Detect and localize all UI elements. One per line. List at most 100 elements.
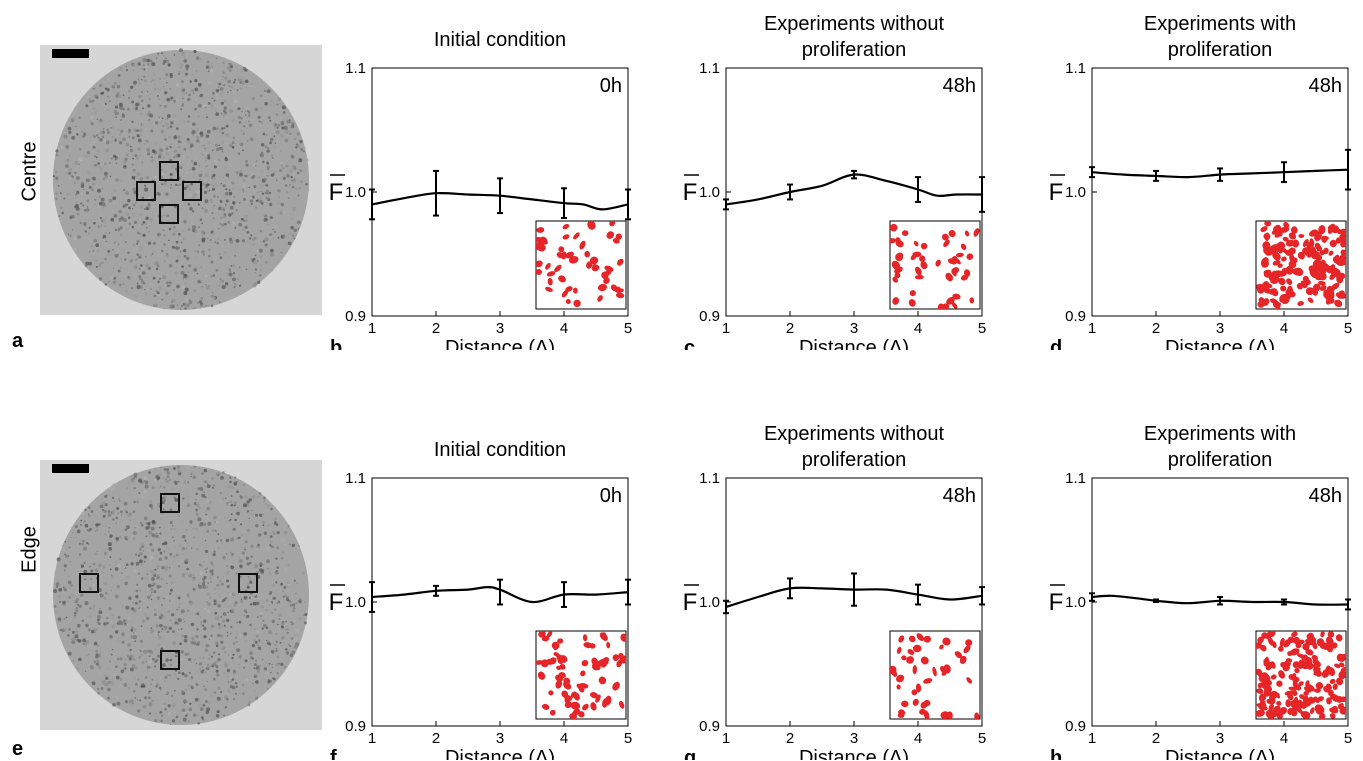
edge-photo <box>40 460 322 730</box>
y-axis-label: F <box>330 589 343 616</box>
error-bar <box>561 581 567 608</box>
x-tick-label: 5 <box>978 320 986 337</box>
error-bar <box>979 176 985 213</box>
chart-b: Initial condition 0.9 1.0 1.1 1 2 3 4 5 F Distance… <box>330 29 632 350</box>
error-bar <box>1089 166 1095 179</box>
y-tick-label: 1.1 <box>699 60 720 77</box>
error-bar <box>561 187 567 220</box>
y-tick-label: 1.1 <box>699 470 720 487</box>
panel-letter-a: a <box>12 330 24 352</box>
cell-inset <box>1255 220 1347 310</box>
time-label: 48h <box>1309 75 1342 97</box>
x-tick-label: 4 <box>1280 730 1288 747</box>
series-line <box>1091 594 1349 606</box>
y-tick-label: 0.9 <box>1065 308 1086 325</box>
chart-title: Initial condition <box>434 439 566 461</box>
chart-h: Experiments with proliferation 0.9 1.0 1.1 1 2… <box>1050 423 1352 760</box>
x-axis-label: Distance (Δ) <box>445 747 555 760</box>
panel-letter: d <box>1050 337 1062 350</box>
y-tick-label: 1.1 <box>345 470 366 487</box>
error-bar <box>915 583 921 606</box>
scale-bar <box>52 464 89 473</box>
y-tick-label: 1.0 <box>345 594 366 611</box>
x-tick-label: 1 <box>368 320 376 337</box>
x-tick-label: 4 <box>560 730 568 747</box>
x-tick-label: 1 <box>722 320 730 337</box>
sample-box <box>136 181 156 201</box>
time-label: 48h <box>1309 485 1342 507</box>
x-tick-label: 3 <box>850 320 858 337</box>
x-tick-label: 2 <box>1152 320 1160 337</box>
y-tick-label: 1.1 <box>345 60 366 77</box>
series-line <box>371 585 629 604</box>
error-bar <box>787 577 793 600</box>
error-bar <box>1345 598 1351 611</box>
sample-box <box>160 650 180 670</box>
error-bar <box>433 169 439 217</box>
sample-box <box>182 181 202 201</box>
y-tick-label: 0.9 <box>699 308 720 325</box>
chart-title: Experiments with proliferation <box>1144 13 1296 61</box>
panel-letter: h <box>1050 747 1062 760</box>
y-tick-label: 1.0 <box>1065 184 1086 201</box>
x-tick-label: 3 <box>1216 730 1224 747</box>
panel-letter: b <box>330 337 342 350</box>
error-bar <box>723 198 729 211</box>
cell-inset <box>1255 630 1347 720</box>
x-tick-label: 1 <box>1088 730 1096 747</box>
y-axis-label: F <box>330 179 343 206</box>
series-line <box>371 191 629 211</box>
error-bar <box>1281 161 1287 184</box>
error-bar <box>497 578 503 606</box>
chart-d: Experiments with proliferation 0.9 1.0 1.1 1 2… <box>1050 13 1352 350</box>
y-tick-label: 0.9 <box>699 718 720 735</box>
scale-bar <box>52 49 89 58</box>
x-tick-label: 1 <box>1088 320 1096 337</box>
error-bar <box>433 584 439 597</box>
x-tick-label: 5 <box>1344 730 1352 747</box>
x-tick-label: 4 <box>914 730 922 747</box>
series-line <box>725 173 983 206</box>
y-tick-label: 1.0 <box>699 184 720 201</box>
x-tick-label: 4 <box>1280 320 1288 337</box>
x-tick-label: 2 <box>786 730 794 747</box>
sample-box <box>159 204 179 224</box>
chart-g: Experiments without proliferation 0.9 1.0 1.… <box>684 423 986 760</box>
x-tick-label: 3 <box>496 320 504 337</box>
error-bar <box>979 586 985 606</box>
y-tick-label: 1.0 <box>1065 594 1086 611</box>
chart-title: Initial condition <box>434 29 566 51</box>
cell-texture <box>53 465 309 725</box>
cell-inset <box>889 630 981 720</box>
x-tick-label: 5 <box>624 320 632 337</box>
x-axis-label: Distance (Δ) <box>1165 337 1275 350</box>
x-tick-label: 5 <box>624 730 632 747</box>
error-bar <box>625 188 631 221</box>
chart-title: Experiments without proliferation <box>764 13 945 61</box>
sample-box <box>238 573 258 593</box>
cell-inset <box>535 630 627 720</box>
x-axis-label: Distance (Δ) <box>799 337 909 350</box>
panel-letter: c <box>684 337 695 350</box>
sample-box <box>159 161 179 181</box>
x-tick-label: 2 <box>786 320 794 337</box>
y-axis-label: F <box>684 589 697 616</box>
y-axis-label: F <box>684 179 697 206</box>
panel-letter-e: e <box>12 738 24 760</box>
error-bar <box>1281 598 1287 606</box>
chart-f: Initial condition 0.9 1.0 1.1 1 2 3 4 5 F Distance… <box>330 439 632 760</box>
panel-letter: g <box>684 747 696 760</box>
x-axis-label: Distance (Δ) <box>799 747 909 760</box>
cell-inset <box>535 220 627 310</box>
error-bar <box>369 188 375 221</box>
x-tick-label: 4 <box>560 320 568 337</box>
y-tick-label: 1.0 <box>345 184 366 201</box>
error-bar <box>369 581 375 613</box>
error-bar <box>625 578 631 606</box>
time-label: 0h <box>600 75 622 97</box>
y-tick-label: 0.9 <box>1065 718 1086 735</box>
error-bar <box>497 177 503 215</box>
time-label: 0h <box>600 485 622 507</box>
error-bar <box>1217 596 1223 606</box>
x-tick-label: 1 <box>722 730 730 747</box>
